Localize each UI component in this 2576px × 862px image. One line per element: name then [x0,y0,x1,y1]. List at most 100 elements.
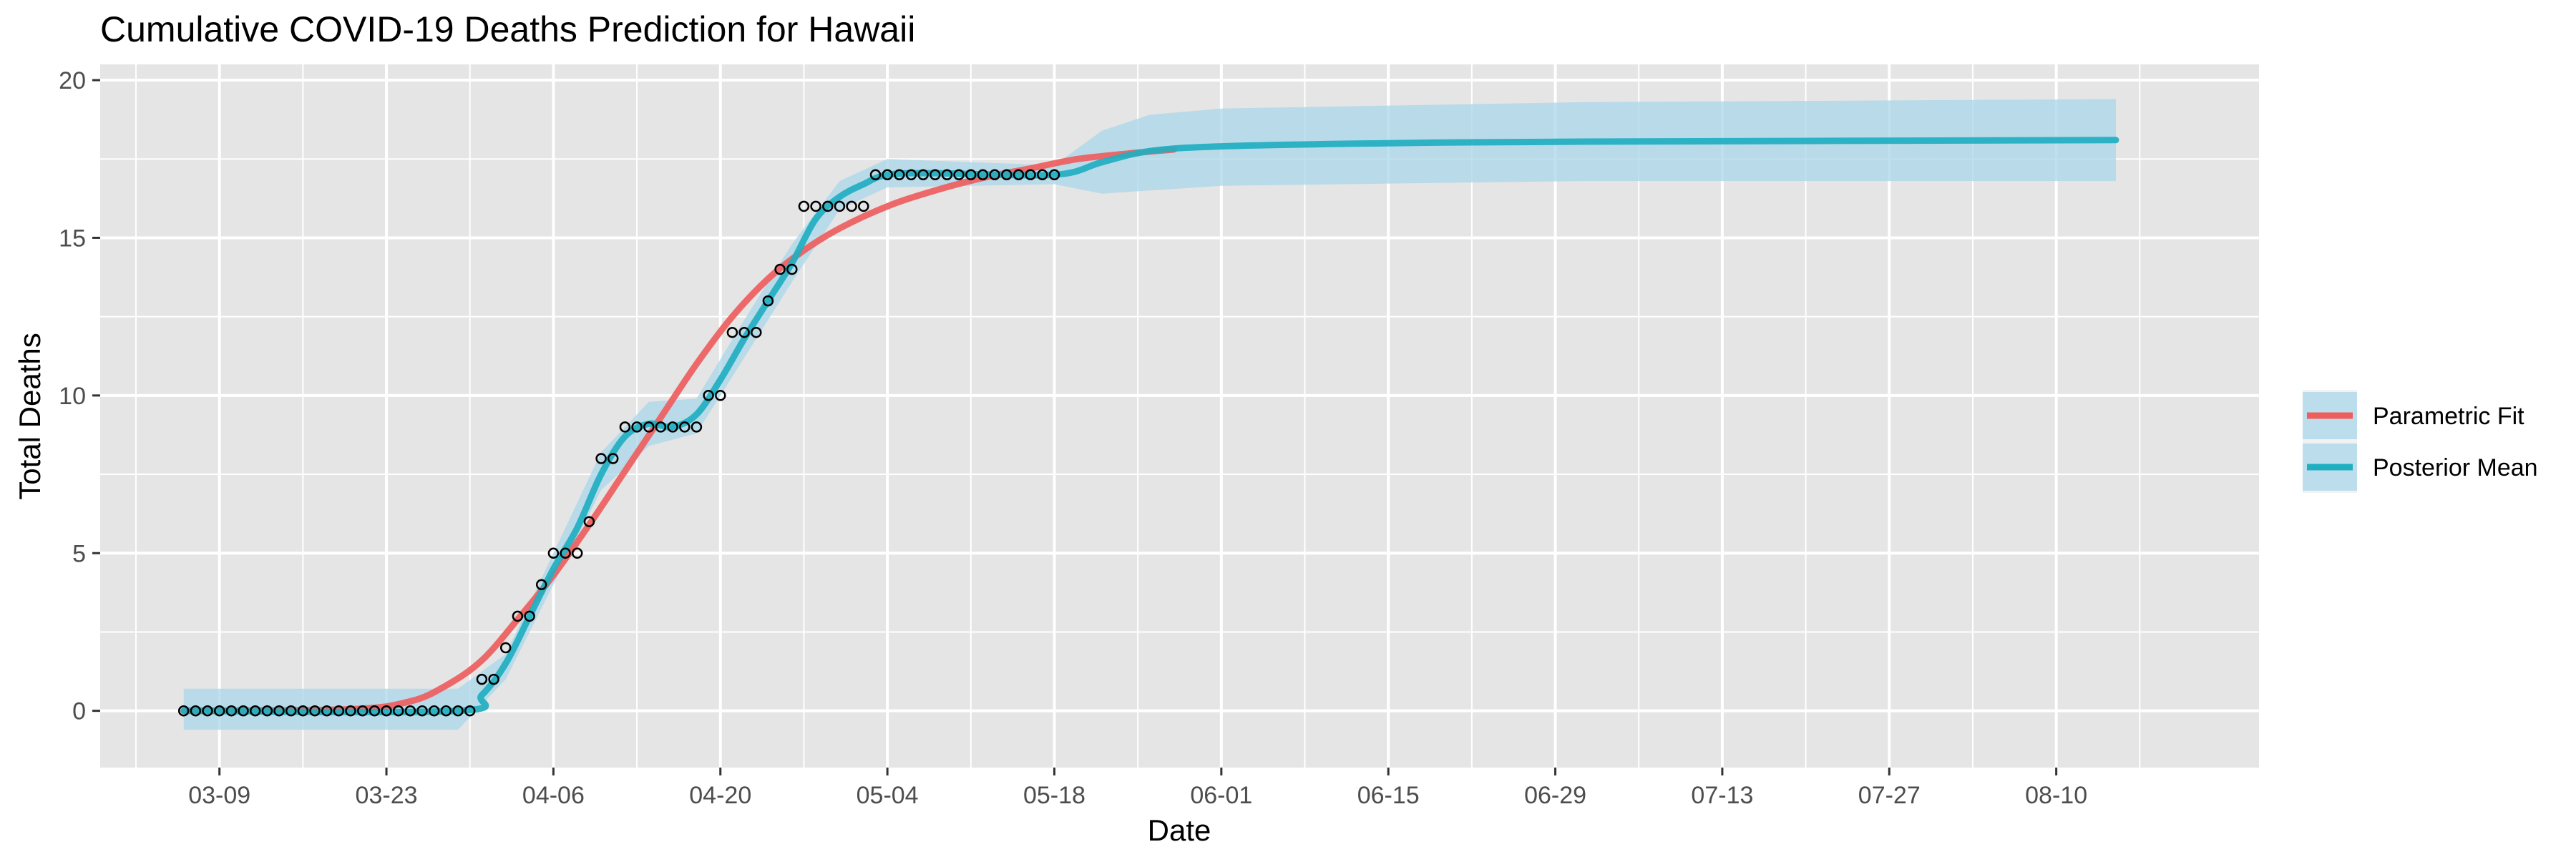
observed-point [571,547,583,559]
observed-point [905,169,917,181]
observed-point [762,295,774,307]
observed-point [679,421,691,433]
observed-point [607,453,619,464]
x-tick-label: 05-04 [857,782,919,809]
x-tick-label: 04-06 [522,782,585,809]
observed-point [786,263,798,275]
x-tick-label: 07-13 [1691,782,1753,809]
observed-point [1037,169,1048,181]
observed-point [822,200,834,212]
observed-point [953,169,965,181]
x-tick-label: 08-10 [2025,782,2087,809]
legend-label: Parametric Fit [2373,403,2524,430]
observed-point [297,705,309,717]
observed-point [440,705,452,717]
observed-point [858,200,869,212]
observed-point [273,705,285,717]
credible-band [183,99,2117,730]
observed-point [917,169,929,181]
observed-point [738,326,750,338]
observed-point [703,390,714,401]
observed-point [583,516,595,527]
observed-point [225,705,238,717]
observed-point [285,705,297,717]
observed-point [392,705,404,717]
observed-point [869,169,882,181]
x-tick-label: 05-18 [1023,782,1085,809]
x-tick-label: 03-23 [356,782,418,809]
y-tick-label: 5 [72,540,86,567]
x-axis: 03-09 03-23 04-06 04-20 05-04 05-18 06-01 06-15… [188,768,2087,809]
x-tick-label: 07-27 [1858,782,1921,809]
grid-minor [100,64,2259,768]
observed-point [798,200,810,212]
observed-point [715,390,726,401]
observed-point [356,705,369,717]
observed-point [846,200,857,212]
observed-point [238,705,249,717]
observed-point [249,705,261,717]
observed-point [965,169,977,181]
y-tick-label: 20 [59,67,86,94]
observed-point [1025,169,1036,181]
x-tick-label: 03-09 [188,782,250,809]
x-tick-label: 06-01 [1190,782,1252,809]
observed-point [416,705,428,717]
observed-point [190,705,202,717]
observed-point [547,547,560,559]
observed-point [464,705,476,717]
observed-point [751,326,762,338]
y-tick-label: 10 [59,383,86,410]
observed-point [213,705,225,717]
x-tick-label: 06-15 [1357,782,1420,809]
observed-point [381,705,392,717]
observed-point [941,169,953,181]
observed-point [655,421,667,433]
observed-point [476,673,488,685]
observed-point [488,673,499,685]
observed-point [667,421,678,433]
credible-band-area [183,99,2117,730]
observed-point [404,705,416,717]
legend: Parametric Fit Posterior Mean [2303,390,2538,493]
chart-title: Cumulative COVID-19 Deaths Prediction fo… [100,9,915,49]
observed-point [535,579,547,591]
observed-points [177,169,1060,717]
observed-point [691,421,703,433]
observed-point [202,705,213,717]
observed-point [512,610,524,622]
observed-point [321,705,333,717]
observed-point [726,326,738,338]
x-tick-label: 04-20 [689,782,751,809]
x-axis-label: Date [1148,813,1211,847]
observed-point [643,421,655,433]
observed-point [894,169,905,181]
observed-point [882,169,893,181]
observed-point [774,263,786,275]
x-tick-label: 06-29 [1524,782,1586,809]
y-tick-label: 0 [72,698,86,725]
observed-point [619,421,631,433]
observed-point [428,705,440,717]
observed-point [834,200,846,212]
observed-point [261,705,273,717]
observed-point [309,705,321,717]
y-axis-label: Total Deaths [13,333,47,499]
observed-point [177,705,190,717]
observed-point [1013,169,1025,181]
legend-label: Posterior Mean [2373,454,2538,481]
observed-point [333,705,345,717]
observed-point [810,200,821,212]
observed-point [989,169,1000,181]
y-axis: 0 5 10 15 20 [59,67,100,725]
observed-point [524,610,535,622]
observed-point [499,642,512,654]
y-tick-label: 15 [59,225,86,252]
observed-point [595,453,607,464]
observed-point [977,169,989,181]
observed-point [369,705,381,717]
observed-point [345,705,356,717]
observed-point [1001,169,1013,181]
